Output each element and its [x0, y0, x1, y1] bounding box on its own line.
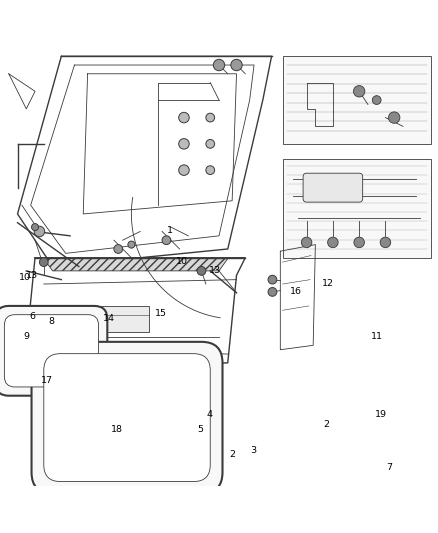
Circle shape [206, 113, 215, 122]
FancyBboxPatch shape [303, 173, 363, 202]
Text: 9: 9 [23, 332, 29, 341]
Circle shape [197, 266, 206, 275]
Bar [283, 159, 431, 258]
Text: 10: 10 [19, 273, 32, 282]
Circle shape [353, 86, 365, 97]
Polygon shape [44, 259, 228, 271]
Text: 13: 13 [208, 266, 221, 276]
Circle shape [206, 166, 215, 174]
Circle shape [301, 237, 312, 248]
Circle shape [213, 59, 225, 71]
Text: 6: 6 [30, 312, 36, 321]
Circle shape [179, 165, 189, 175]
Text: 10: 10 [176, 257, 188, 266]
Circle shape [389, 112, 400, 123]
Circle shape [114, 245, 123, 253]
Text: 14: 14 [102, 314, 115, 322]
Bar [283, 56, 431, 144]
Circle shape [231, 59, 242, 71]
Text: 17: 17 [41, 376, 53, 385]
Circle shape [354, 237, 364, 248]
Text: 2: 2 [323, 419, 329, 429]
FancyBboxPatch shape [4, 314, 99, 387]
Circle shape [179, 112, 189, 123]
Text: 15: 15 [155, 309, 167, 318]
Bar [70, 306, 149, 332]
Circle shape [128, 241, 135, 248]
Circle shape [328, 237, 338, 248]
Circle shape [372, 96, 381, 104]
Text: 1: 1 [167, 226, 173, 235]
Text: 5: 5 [198, 425, 204, 434]
Text: 18: 18 [111, 425, 124, 434]
Text: 16: 16 [290, 287, 302, 295]
FancyBboxPatch shape [0, 306, 107, 395]
Text: 3: 3 [250, 446, 256, 455]
Text: 2: 2 [229, 450, 235, 459]
Circle shape [268, 275, 277, 284]
Circle shape [39, 258, 48, 266]
Circle shape [162, 236, 171, 245]
Circle shape [380, 237, 391, 248]
Text: 19: 19 [375, 410, 387, 419]
Text: 13: 13 [25, 271, 38, 280]
Circle shape [32, 223, 39, 231]
Text: 4: 4 [206, 410, 212, 419]
Text: 12: 12 [321, 279, 334, 288]
Circle shape [179, 139, 189, 149]
FancyBboxPatch shape [32, 342, 223, 494]
Text: 8: 8 [49, 317, 55, 326]
FancyBboxPatch shape [44, 354, 210, 481]
Circle shape [34, 226, 45, 237]
Circle shape [268, 287, 277, 296]
Text: 7: 7 [386, 464, 392, 472]
Text: 11: 11 [371, 332, 383, 341]
Circle shape [206, 140, 215, 148]
